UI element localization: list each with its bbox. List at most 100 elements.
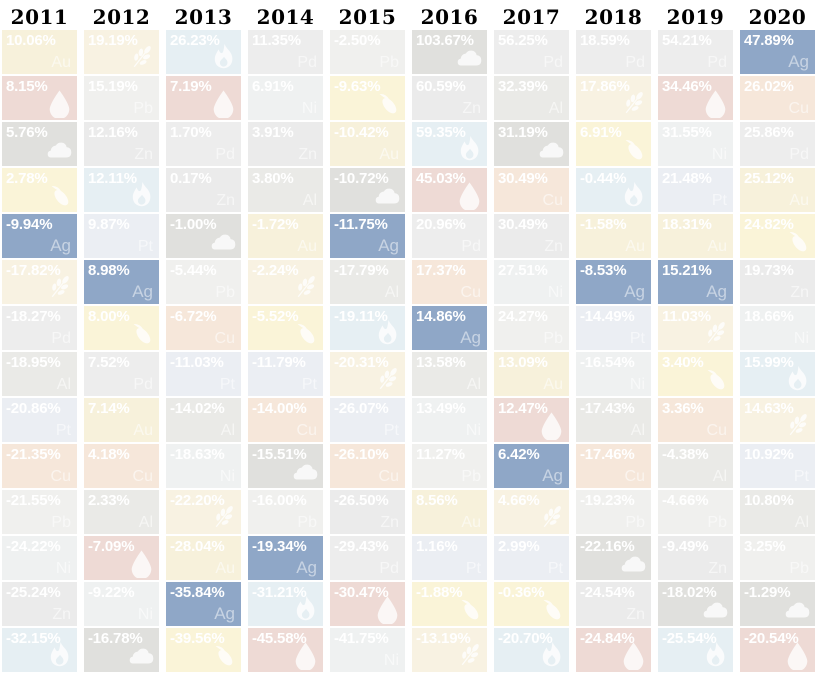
return-value: -17.43% (580, 400, 635, 417)
element-symbol-Pt: Pt (793, 468, 809, 485)
return-value: -6.72% (170, 308, 217, 325)
element-symbol-Pt: Pt (465, 560, 481, 577)
element-symbol-Al: Al (630, 422, 645, 439)
coal-icon (291, 457, 320, 486)
cell-2013-nickel: -18.63% Ni (166, 444, 241, 488)
return-value: -24.22% (6, 538, 61, 555)
return-value: 18.31% (662, 216, 712, 233)
return-value: -19.23% (580, 492, 635, 509)
corn-icon (291, 319, 320, 348)
return-value: 17.86% (580, 78, 630, 95)
element-symbol-Pt: Pt (55, 422, 71, 439)
year-header-2015: 2015 (338, 5, 397, 29)
return-value: 17.37% (416, 262, 466, 279)
cell-2011-copper: -21.35% Cu (2, 444, 77, 488)
cell-2011-nickel: -24.22% Ni (2, 536, 77, 580)
return-value: -1.58% (580, 216, 627, 233)
wheat-icon (783, 411, 812, 440)
return-value: 30.49% (498, 216, 548, 233)
cell-2018-lead: -19.23% Pb (576, 490, 651, 534)
corn-icon (783, 227, 812, 256)
cell-2018-corn: 6.91% (576, 122, 651, 166)
element-symbol-Ag: Ag (132, 282, 153, 301)
return-value: 25.12% (744, 170, 794, 187)
cell-2013-lead: -5.44% Pb (166, 260, 241, 304)
cell-2015-corn: -9.63% (330, 76, 405, 120)
cell-2011-lead: -21.55% Pb (2, 490, 77, 534)
cell-2013-coal: -1.00% (166, 214, 241, 258)
return-value: -1.72% (252, 216, 299, 233)
cell-2013-corn: -39.56% (166, 628, 241, 672)
flame-icon (619, 181, 648, 210)
return-value: 10.06% (6, 32, 56, 49)
year-header-2013: 2013 (174, 5, 233, 29)
return-value: -45.58% (252, 630, 307, 647)
cell-2018-oil: -24.84% (576, 628, 651, 672)
return-value: 45.03% (416, 170, 466, 187)
return-value: -20.86% (6, 400, 61, 417)
return-value: -0.44% (580, 170, 627, 187)
oil-drop-icon (537, 411, 566, 442)
oil-drop-icon (373, 595, 402, 626)
return-value: 103.67% (416, 32, 474, 49)
element-symbol-Pb: Pb (461, 468, 481, 485)
wheat-icon (537, 503, 566, 532)
element-symbol-Pb: Pb (789, 560, 809, 577)
year-header-2017: 2017 (502, 5, 561, 29)
element-symbol-Pb: Pb (625, 514, 645, 531)
cell-2013-natural_gas: 26.23% (166, 30, 241, 74)
cell-2013-aluminum: -14.02% Al (166, 398, 241, 442)
element-symbol-Al: Al (712, 468, 727, 485)
return-value: 32.39% (498, 78, 548, 95)
cell-2015-silver: -11.75% Ag (330, 214, 405, 258)
cell-2016-oil: 45.03% (412, 168, 487, 212)
cell-2016-silver: 14.86% Ag (412, 306, 487, 350)
return-value: 25.86% (744, 124, 794, 141)
return-value: -16.54% (580, 354, 635, 371)
return-value: -11.79% (252, 354, 306, 371)
flame-icon (455, 135, 484, 164)
element-symbol-Pd: Pd (215, 146, 235, 163)
element-symbol-Zn: Zn (462, 100, 481, 117)
element-symbol-Pt: Pt (301, 376, 317, 393)
cell-2015-coal: -10.72% (330, 168, 405, 212)
corn-icon (127, 319, 156, 348)
return-value: -18.63% (170, 446, 225, 463)
cell-2017-platinum: 2.99% Pt (494, 536, 569, 580)
cell-2011-gold: 10.06% Au (2, 30, 77, 74)
cell-2014-silver: -19.34% Ag (248, 536, 323, 580)
element-symbol-Al: Al (138, 514, 153, 531)
cell-2016-nickel: 13.49% Ni (412, 398, 487, 442)
cell-2015-zinc: -26.50% Zn (330, 490, 405, 534)
element-symbol-Ni: Ni (629, 376, 645, 393)
flame-icon (783, 365, 812, 394)
element-symbol-Pb: Pb (707, 514, 727, 531)
return-value: 10.80% (744, 492, 794, 509)
element-symbol-Pd: Pd (543, 54, 563, 71)
return-value: 1.16% (416, 538, 458, 555)
wheat-icon (455, 641, 484, 670)
return-value: -11.75% (334, 216, 388, 233)
cell-2015-natural_gas: -19.11% (330, 306, 405, 350)
return-value: -25.54% (662, 630, 717, 647)
cell-2011-platinum: -20.86% Pt (2, 398, 77, 442)
element-symbol-Pb: Pb (133, 100, 153, 117)
return-value: 47.89% (744, 32, 794, 49)
element-symbol-Pd: Pd (789, 146, 809, 163)
return-value: -20.31% (334, 354, 389, 371)
cell-2018-coal: -22.16% (576, 536, 651, 580)
cell-2011-palladium: -18.27% Pd (2, 306, 77, 350)
cell-2015-oil: -30.47% (330, 582, 405, 626)
return-value: -22.16% (580, 538, 635, 555)
cell-2014-gold: -1.72% Au (248, 214, 323, 258)
cell-2016-aluminum: 13.58% Al (412, 352, 487, 396)
return-value: 59.35% (416, 124, 466, 141)
corn-icon (373, 89, 402, 118)
return-value: -7.09% (88, 538, 135, 555)
return-value: -26.07% (334, 400, 389, 417)
year-column-2014: 2014 11.35% Pd 6.91% Ni 3.91% Zn 3.80% Al -1.72% A… (248, 6, 323, 674)
cell-2016-palladium: 20.96% Pd (412, 214, 487, 258)
oil-drop-icon (45, 89, 74, 120)
return-value: 3.25% (744, 538, 786, 555)
element-symbol-Zn: Zn (216, 192, 235, 209)
